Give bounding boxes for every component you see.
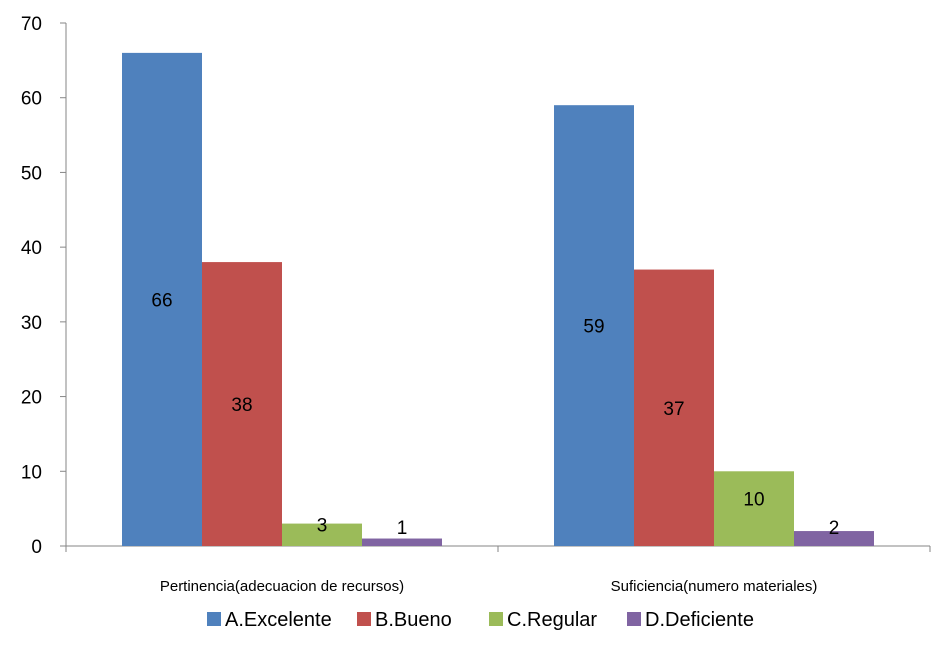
x-category-label: Pertinencia(adecuacion de recursos) [160,578,404,595]
chart-axes: 0 10 20 30 40 50 60 70 Pertinencia(adecuacion de… [21,14,931,595]
bar [634,269,714,546]
data-label: 59 [583,317,604,338]
legend-swatch [357,612,371,626]
legend-label: B.Bueno [375,609,452,631]
bar [794,531,874,546]
data-label: 38 [231,395,252,416]
bar [714,471,794,546]
bar [362,538,442,546]
data-label: 3 [317,516,328,537]
y-tick-label: 70 [21,14,42,35]
y-tick-label: 10 [21,462,42,483]
legend-swatch [489,612,503,626]
bar [202,262,282,546]
bar [554,105,634,546]
data-label: 37 [663,399,684,420]
data-label: 66 [151,290,172,311]
legend-swatch [627,612,641,626]
chart-legend: A.Excelente B.Bueno C.Regular D.Deficiente [207,609,754,631]
y-tick-label: 60 [21,89,42,110]
y-tick-label: 0 [31,537,42,558]
legend-label: C.Regular [507,609,597,631]
bar [122,52,202,547]
y-tick-label: 40 [21,238,42,259]
x-category-label: Suficiencia(numero materiales) [611,578,818,595]
data-label: 1 [397,518,408,539]
legend-label: A.Excelente [225,609,332,631]
data-label: 10 [743,489,764,510]
y-tick-label: 30 [21,313,42,334]
bar [282,523,362,546]
legend-label: D.Deficiente [645,609,754,631]
y-tick-label: 20 [21,388,42,409]
y-tick-label: 50 [21,163,42,184]
data-label: 2 [829,518,840,539]
chart-bars [122,52,874,547]
legend-swatch [207,612,221,626]
chart-data-labels: 66 59 38 37 3 10 1 2 [151,290,839,539]
